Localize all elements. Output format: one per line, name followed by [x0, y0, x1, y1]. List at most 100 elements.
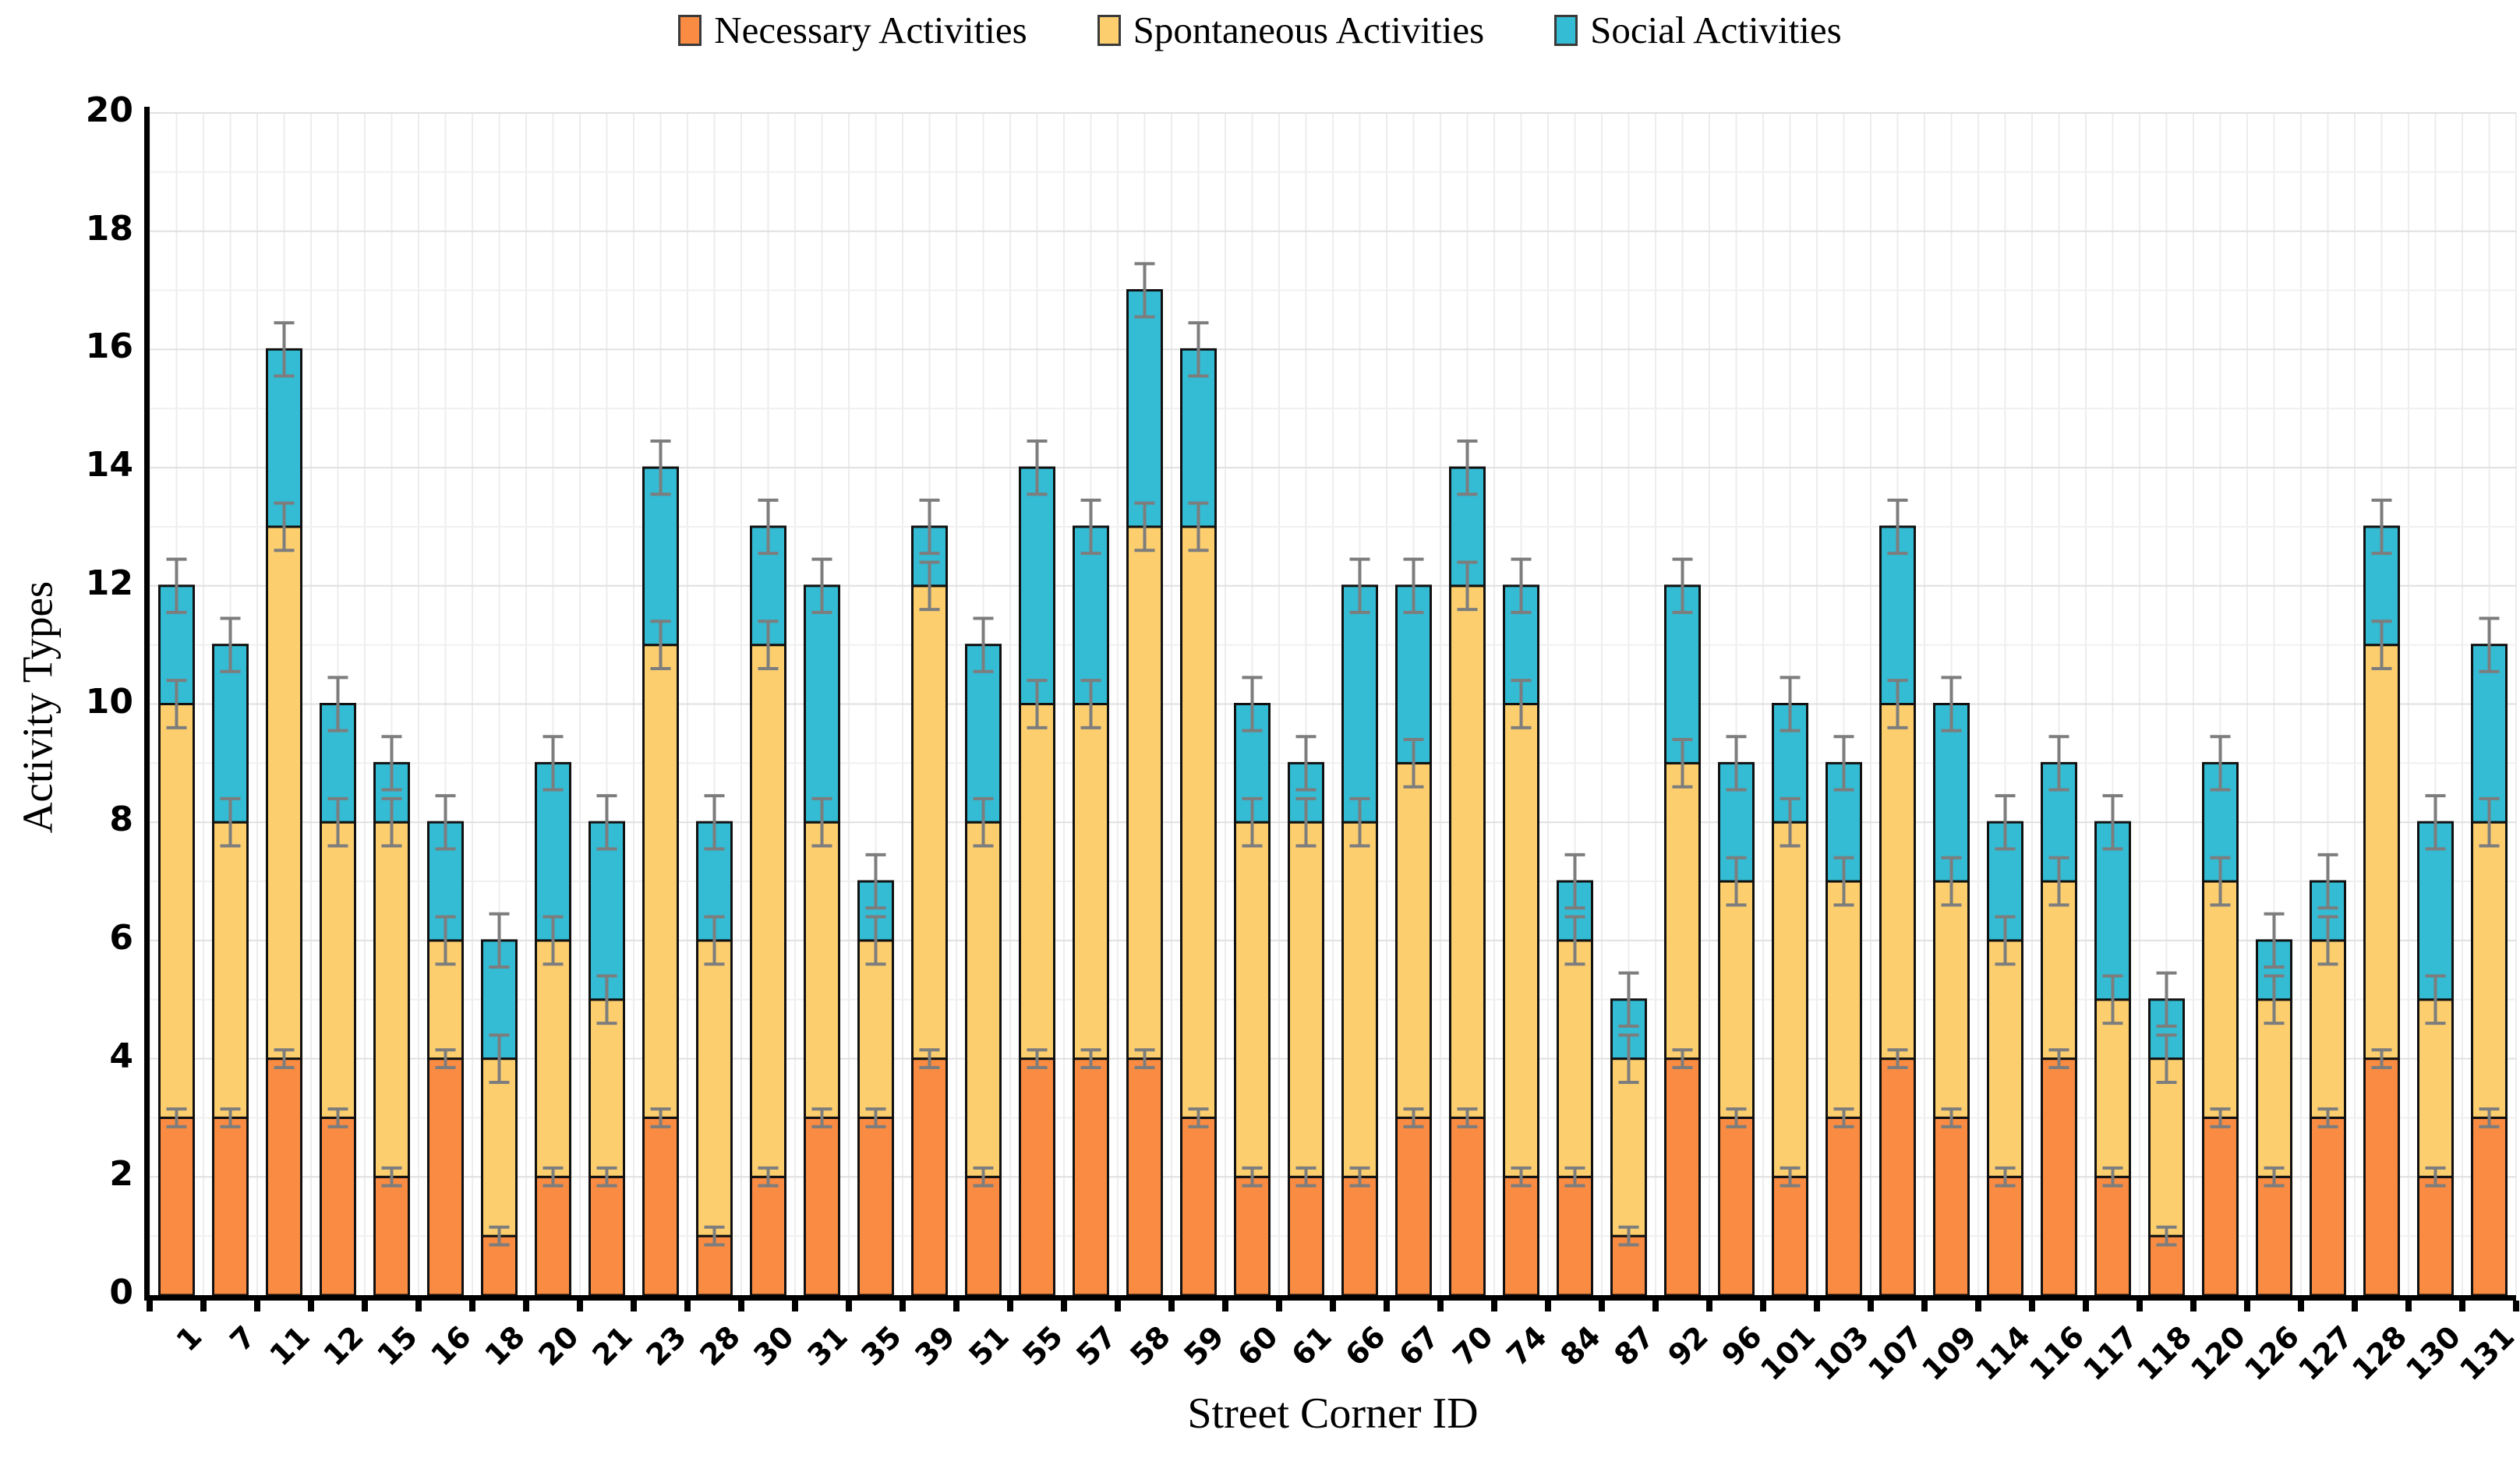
- error-bar: [543, 915, 564, 966]
- bar-segment: [857, 939, 894, 1119]
- legend-item-label: Social Activities: [1590, 9, 1842, 51]
- error-bar: [1564, 915, 1585, 966]
- bar-segment: [1933, 703, 1970, 883]
- error-bar: [327, 676, 348, 732]
- bar-segment: [804, 821, 840, 1119]
- bar-segment: [1288, 821, 1324, 1178]
- bar-segment: [642, 644, 679, 1119]
- bar-group: [1879, 498, 1916, 1297]
- bar-segment: [2417, 1175, 2454, 1297]
- bar-group: [2310, 853, 2346, 1297]
- error-bar: [2479, 616, 2500, 673]
- error-bar: [2425, 1166, 2446, 1188]
- chart-legend: Necessary Activities Spontaneous Activiti…: [0, 11, 2520, 49]
- bar-group: [2202, 735, 2239, 1297]
- error-bar: [489, 1225, 510, 1247]
- error-bar: [1349, 1166, 1370, 1188]
- bar-segment: [1879, 525, 1916, 706]
- bar-segment: [804, 1116, 840, 1297]
- bar-segment: [1557, 939, 1593, 1178]
- bar-segment: [1288, 1175, 1324, 1297]
- bar-group: [1933, 676, 1970, 1297]
- legend-swatch-icon: [1097, 14, 1121, 46]
- error-bar: [1134, 262, 1155, 319]
- error-bar: [1618, 971, 1639, 1028]
- bar-group: [1664, 557, 1701, 1297]
- error-bar: [1242, 1166, 1263, 1188]
- error-bar: [2425, 794, 2446, 851]
- error-bar: [489, 912, 510, 969]
- bar-segment: [266, 1057, 302, 1297]
- error-bar: [1188, 501, 1209, 552]
- bar-segment: [857, 1116, 894, 1297]
- bar-segment: [212, 821, 249, 1119]
- bar-segment: [2363, 644, 2400, 1061]
- error-bar: [1080, 679, 1101, 729]
- bar-segment: [2471, 1116, 2508, 1297]
- bar-segment: [1772, 1175, 1808, 1297]
- error-bar: [220, 796, 241, 848]
- error-bar: [1027, 679, 1048, 729]
- y-tick-label: 20: [85, 90, 133, 130]
- error-bar: [2210, 1107, 2231, 1128]
- error-bar: [220, 616, 241, 673]
- bar-segment: [158, 703, 195, 1119]
- error-bar: [1457, 439, 1478, 496]
- error-bar: [1995, 1166, 2016, 1188]
- error-bar: [1457, 1107, 1478, 1128]
- bar-segment: [1987, 939, 2023, 1178]
- error-bar: [1242, 676, 1263, 732]
- bar-group: [2256, 912, 2292, 1297]
- error-bar: [543, 1166, 564, 1188]
- error-bar: [2317, 915, 2338, 966]
- bar-segment: [535, 1175, 571, 1297]
- bar-segment: [1664, 761, 1701, 1061]
- error-bar: [1349, 796, 1370, 848]
- error-bar: [1511, 1166, 1532, 1188]
- error-bar: [2425, 974, 2446, 1026]
- bar-segment: [1503, 703, 1539, 1178]
- bar-segment: [2094, 998, 2131, 1178]
- bar-segment: [1664, 1057, 1701, 1297]
- error-bar: [1941, 856, 1962, 907]
- error-bar: [489, 1033, 510, 1084]
- error-bar: [1564, 1166, 1585, 1188]
- bar-segment: [1341, 821, 1378, 1178]
- x-axis-title: Street Corner ID: [1187, 1389, 1479, 1438]
- error-bar: [1995, 794, 2016, 851]
- bar-segment: [535, 939, 571, 1178]
- bar-segment: [1019, 1057, 1055, 1297]
- error-bar: [1134, 501, 1155, 552]
- bar-group: [1987, 794, 2023, 1297]
- bar-segment: [2041, 1057, 2077, 1297]
- bar-segment: [2256, 1175, 2292, 1297]
- error-bar: [758, 498, 779, 556]
- error-bar: [1672, 557, 1693, 614]
- bar-segment: [1395, 584, 1432, 764]
- y-tick-label: 4: [109, 1036, 133, 1076]
- error-bar: [2264, 912, 2285, 969]
- error-bar: [435, 794, 456, 851]
- error-bar: [2479, 1107, 2500, 1128]
- bar-segment: [1879, 1057, 1916, 1297]
- error-bar: [1618, 1225, 1639, 1247]
- bar-group: [1395, 557, 1432, 1297]
- error-bar: [1511, 679, 1532, 729]
- error-bar: [1080, 498, 1101, 556]
- error-bar: [2317, 853, 2338, 910]
- error-bar: [220, 1107, 241, 1128]
- bar-segment: [750, 644, 786, 1178]
- bar-group: [588, 794, 625, 1297]
- error-bar: [1887, 1048, 1908, 1069]
- bar-segment: [320, 1116, 356, 1297]
- error-bar: [758, 620, 779, 670]
- bar-segment: [373, 821, 410, 1178]
- error-bar: [1833, 856, 1854, 907]
- error-bar: [650, 1107, 671, 1128]
- bar-group: [2363, 498, 2400, 1297]
- error-bar: [1672, 1048, 1693, 1069]
- bar-group: [373, 735, 410, 1297]
- legend-item-label: Spontaneous Activities: [1133, 9, 1485, 51]
- y-tick-label: 2: [109, 1154, 133, 1195]
